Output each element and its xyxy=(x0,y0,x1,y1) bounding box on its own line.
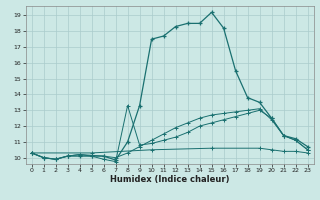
X-axis label: Humidex (Indice chaleur): Humidex (Indice chaleur) xyxy=(110,175,229,184)
